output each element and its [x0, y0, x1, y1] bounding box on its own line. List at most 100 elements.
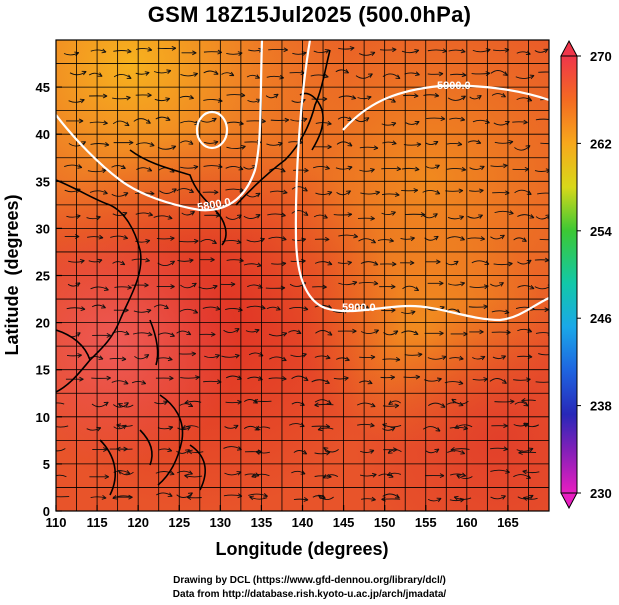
streamline-arrowhead — [237, 51, 243, 56]
streamline-arrowhead — [435, 164, 440, 170]
streamline-arrowhead — [347, 165, 353, 171]
streamline-arrowhead — [184, 473, 189, 479]
streamline-arrowhead — [117, 469, 123, 475]
streamline-arrowhead — [371, 496, 376, 502]
streamline-segment — [472, 378, 488, 381]
streamline-arrowhead — [170, 284, 175, 289]
streamline-arrowhead — [347, 212, 353, 218]
streamline-segment — [535, 118, 549, 121]
streamline-segment — [248, 493, 268, 497]
streamline-segment — [266, 142, 283, 146]
streamline-arrowhead — [255, 192, 261, 198]
streamline-segment — [251, 473, 270, 478]
streamline-segment — [179, 308, 198, 314]
x-tick-label: 145 — [333, 515, 355, 530]
streamline-arrowhead — [343, 376, 349, 381]
x-tick-label: 135 — [251, 515, 273, 530]
streamline-arrowhead — [391, 140, 397, 146]
streamline-segment — [381, 193, 400, 196]
streamline-arrowhead — [327, 191, 333, 196]
streamline-arrowhead — [459, 215, 464, 220]
streamline-segment — [180, 376, 200, 379]
streamline-arrowhead — [370, 168, 375, 173]
streamline-arrowhead — [544, 307, 549, 313]
streamline-arrowhead — [101, 495, 107, 500]
x-tick-label: 125 — [168, 515, 190, 530]
streamline-arrowhead — [480, 355, 486, 361]
streamline-arrowhead — [438, 71, 444, 77]
streamline-segment — [134, 192, 155, 195]
streamline-arrowhead — [439, 280, 444, 286]
streamline-segment — [159, 188, 177, 194]
streamline-arrowhead — [102, 93, 108, 99]
streamline-segment — [494, 400, 515, 403]
streamline-segment — [223, 328, 240, 333]
streamline-segment — [493, 263, 513, 266]
streamline-segment — [313, 49, 330, 54]
streamline-segment — [469, 165, 485, 170]
streamline-arrowhead — [439, 330, 444, 336]
streamline-arrowhead — [480, 236, 485, 241]
streamline-arrowhead — [529, 284, 535, 290]
streamline-arrowhead — [191, 351, 196, 357]
streamline-segment — [490, 447, 508, 450]
streamline-arrowhead — [284, 117, 290, 123]
y-tick-label: 5 — [43, 457, 50, 472]
streamline-arrowhead — [439, 473, 445, 479]
streamline-segment — [469, 285, 489, 288]
streamline-segment — [293, 498, 309, 501]
y-tick-label: 25 — [36, 269, 50, 284]
streamline-arrowhead — [506, 329, 511, 335]
streamline-segment — [112, 120, 130, 127]
streamline-segment — [517, 214, 535, 219]
streamline-arrowhead — [188, 258, 194, 264]
streamline-segment — [68, 141, 86, 147]
streamline-arrowhead — [165, 97, 171, 102]
streamline-arrowhead — [77, 353, 82, 358]
streamline-arrowhead — [526, 259, 532, 265]
streamline-arrowhead — [433, 235, 439, 241]
streamline-arrowhead — [351, 95, 357, 100]
streamline-arrowhead — [325, 165, 330, 170]
streamline-arrowhead — [303, 211, 309, 216]
streamline-arrowhead — [251, 473, 257, 478]
streamline-segment — [117, 470, 134, 476]
streamline-segment — [243, 263, 262, 267]
streamline-segment — [111, 192, 129, 197]
streamline-arrowhead — [349, 46, 355, 51]
streamline-arrowhead — [503, 446, 508, 452]
streamline-segment — [516, 97, 533, 102]
streamline-arrowhead — [370, 51, 376, 57]
streamline-segment — [357, 423, 375, 427]
streamline-arrowhead — [388, 473, 394, 478]
streamline-segment — [187, 496, 202, 499]
streamline-segment — [314, 451, 331, 455]
streamline-segment — [203, 98, 223, 102]
streamline-segment — [537, 192, 549, 195]
streamline-arrowhead — [390, 98, 396, 103]
colorbar-label: 238 — [590, 399, 612, 414]
streamline-arrowhead — [215, 354, 220, 359]
streamline-arrowhead — [103, 286, 109, 291]
streamline-segment — [89, 190, 108, 194]
streamline-arrowhead — [460, 48, 466, 54]
streamline-segment — [157, 145, 177, 150]
streamline-arrowhead — [256, 262, 262, 268]
streamline-segment — [188, 450, 204, 454]
streamline-arrowhead — [213, 189, 219, 195]
streamline-arrowhead — [436, 497, 442, 503]
streamline-arrowhead — [434, 92, 440, 98]
streamline-arrowhead — [501, 92, 506, 98]
streamline-segment — [268, 377, 287, 380]
streamline-arrowhead — [188, 470, 193, 475]
streamline-segment — [271, 262, 287, 265]
streamline-arrowhead — [367, 73, 373, 78]
streamline-arrowhead — [367, 379, 373, 385]
streamline-arrowhead — [79, 98, 85, 104]
streamline-arrowhead — [450, 447, 456, 452]
streamline-arrowhead — [504, 190, 510, 196]
colorbar: 270 262 254 246 238 230 — [560, 39, 612, 510]
streamline-segment — [360, 261, 379, 266]
streamline-arrowhead — [347, 141, 353, 147]
streamline-arrowhead — [184, 399, 190, 405]
